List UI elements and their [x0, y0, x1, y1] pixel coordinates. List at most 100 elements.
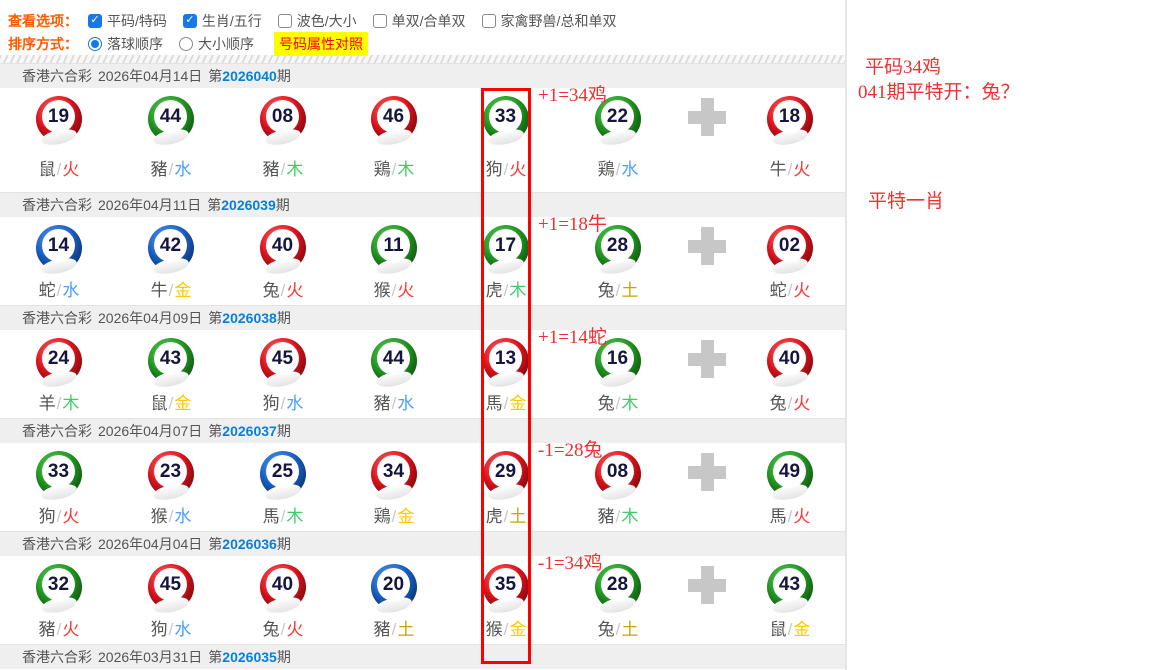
lottery-ball: 49 [767, 451, 813, 497]
lottery-ball: 34 [371, 451, 417, 497]
checkbox-box-icon[interactable]: ✓ [182, 13, 197, 28]
element-text: 木 [286, 507, 304, 526]
ball-number: 18 [773, 100, 806, 133]
zodiac-text: 牛 [150, 281, 168, 300]
checkbox-bose-daxiao[interactable]: ✓ 波色/大小 [277, 11, 357, 31]
zodiac-text: 猴 [150, 507, 168, 526]
checkbox-jiaqin-yeshou[interactable]: ✓ 家禽野兽/总和单双 [481, 11, 616, 31]
ball-number: 29 [489, 455, 522, 488]
ball-number: 40 [266, 568, 299, 601]
element-text: 水 [174, 160, 192, 179]
zodiac-text: 猴 [373, 281, 391, 300]
checkbox-box-icon[interactable]: ✓ [481, 13, 496, 28]
lottery-ball: 45 [148, 564, 194, 610]
zodiac-element-label: 兔/土 [562, 279, 674, 303]
slash: / [168, 160, 174, 179]
plus-icon [688, 453, 726, 491]
radio-icon[interactable] [179, 36, 193, 51]
checkbox-pingma-tema[interactable]: ✓ 平码/特码 [88, 11, 167, 31]
options-toolbar: 查看选项： ✓ 平码/特码 ✓ 生肖/五行 ✓ 波色/大小 ✓ 单双/合单双 ✓ 家禽野兽… [0, 0, 847, 56]
note-pingte-yixiao: 平特一肖 [868, 191, 945, 212]
draw-date: 2026年03月31日 [98, 649, 203, 665]
element-text: 火 [793, 160, 811, 179]
period-number-link[interactable]: 2026037 [222, 423, 277, 439]
zodiac-element-label: 牛/火 [734, 158, 846, 182]
lottery-ball: 28 [595, 225, 641, 271]
slash: / [391, 507, 397, 526]
checkbox-shengxiao-wuxing[interactable]: ✓ 生肖/五行 [182, 11, 262, 31]
element-text: 金 [174, 281, 192, 300]
radio-icon[interactable] [88, 36, 102, 51]
ball-cell: 19 [3, 88, 115, 142]
ball-cell: 14 [3, 217, 115, 271]
period-number-link[interactable]: 2026039 [221, 197, 276, 213]
period-suffix: 期 [276, 423, 291, 439]
period-number-link[interactable]: 2026038 [222, 310, 277, 326]
lottery-ball: 14 [36, 225, 82, 271]
checkbox-danshuang-hedanshuang[interactable]: ✓ 单双/合单双 [372, 11, 466, 31]
lottery-ball: 13 [483, 338, 529, 384]
zodiac-label-row: 蛇/水 牛/金 兔/火 猴/火 虎/木 兔/土 蛇/火 [0, 279, 847, 305]
zodiac-text: 豬 [262, 160, 280, 179]
lottery-ball: 23 [148, 451, 194, 497]
zodiac-element-label: 蛇/火 [734, 279, 846, 303]
slash: / [168, 281, 174, 300]
slash: / [280, 620, 286, 639]
ball-cell: 22 [562, 88, 674, 142]
element-text: 火 [509, 160, 527, 179]
zodiac-text: 鶏 [373, 507, 391, 526]
ball-number: 14 [42, 229, 75, 262]
lottery-ball: 11 [371, 225, 417, 271]
lottery-ball: 33 [483, 96, 529, 142]
ball-cell: 44 [115, 88, 227, 142]
radio-luoqiu-shunxu[interactable]: 落球顺序 [88, 34, 163, 54]
ball-number: 44 [154, 100, 187, 133]
zodiac-text: 虎 [485, 281, 503, 300]
ball-cell: 35 [450, 556, 562, 610]
ball-cell: 24 [3, 330, 115, 384]
period-number-link[interactable]: 2026040 [222, 68, 277, 84]
zodiac-text: 猴 [485, 620, 503, 639]
draw-block: 香港六合彩 2026年04月09日 第 2026038 期 +1=14蛇 24 43… [0, 305, 847, 418]
lottery-ball: 44 [371, 338, 417, 384]
zodiac-text: 馬 [485, 394, 503, 413]
lottery-ball: 17 [483, 225, 529, 271]
zodiac-element-label: 兔/火 [227, 279, 339, 303]
slash: / [56, 620, 62, 639]
period-suffix: 期 [275, 197, 290, 213]
slash: / [503, 394, 509, 413]
zodiac-text: 豬 [373, 620, 391, 639]
slash: / [787, 620, 793, 639]
zodiac-label-row: 狗/火 猴/水 馬/木 鶏/金 虎/土 豬/木 馬/火 [0, 505, 847, 531]
ball-number: 19 [42, 100, 75, 133]
zodiac-text: 鶏 [373, 160, 391, 179]
period-suffix: 期 [276, 536, 291, 552]
period-prefix: 第 [208, 423, 223, 439]
zodiac-text: 狗 [485, 160, 503, 179]
checkbox-box-icon[interactable]: ✓ [372, 13, 387, 28]
ball-number: 40 [773, 342, 806, 375]
slash: / [503, 620, 509, 639]
checkbox-box-icon[interactable]: ✓ [277, 13, 292, 28]
zodiac-text: 豬 [373, 394, 391, 413]
ball-number: 32 [42, 568, 75, 601]
period-number-link[interactable]: 2026035 [222, 649, 277, 665]
draw-header: 香港六合彩 2026年03月31日 第 2026035 期 [0, 644, 847, 669]
check-icon: ✓ [185, 14, 195, 26]
number-attribute-compare-button[interactable]: 号码属性对照 [274, 31, 368, 56]
radio-label: 落球顺序 [107, 35, 163, 52]
ball-number: 35 [489, 568, 522, 601]
radio-daxiao-shunxu[interactable]: 大小顺序 [179, 34, 254, 54]
element-text: 土 [621, 620, 639, 639]
zodiac-element-label: 鼠/金 [734, 618, 846, 642]
ball-number: 42 [154, 229, 187, 262]
draw-header: 香港六合彩 2026年04月04日 第 2026036 期 [0, 531, 847, 556]
zodiac-text: 馬 [769, 507, 787, 526]
element-text: 木 [286, 160, 304, 179]
zodiac-element-label: 鶏/水 [562, 158, 674, 182]
ball-cell: 44 [338, 330, 450, 384]
lottery-ball: 43 [767, 564, 813, 610]
period-number-link[interactable]: 2026036 [222, 536, 277, 552]
checkbox-box-icon[interactable]: ✓ [88, 13, 102, 28]
element-text: 火 [286, 281, 304, 300]
